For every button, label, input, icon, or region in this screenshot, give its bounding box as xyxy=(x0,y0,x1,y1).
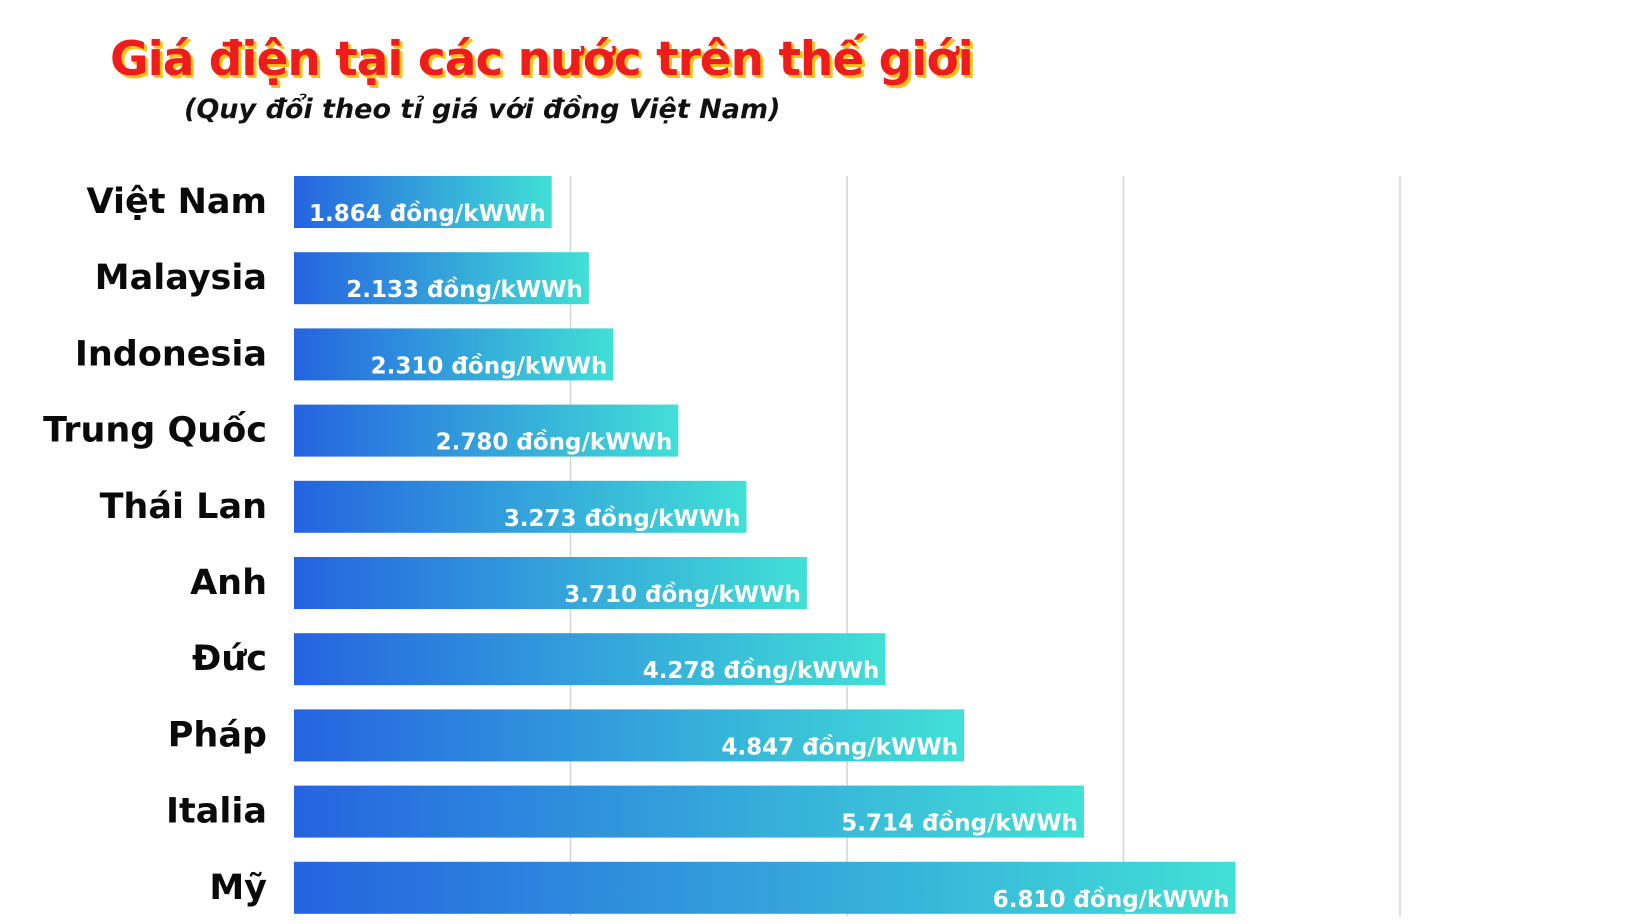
category-label-7: Pháp xyxy=(168,715,267,755)
bar-2 xyxy=(294,328,614,381)
category-label-8: Italia xyxy=(166,792,267,832)
data-label-7: 4.847 đồng/kWWh xyxy=(721,733,958,760)
category-label-5: Anh xyxy=(190,563,267,603)
data-label-2: 2.310 đồng/kWWh xyxy=(371,352,608,379)
data-label-3: 2.780 đồng/kWWh xyxy=(436,429,673,456)
category-labels: Việt Nam Malaysia Indonesia Trung Quốc Thái … xyxy=(43,182,267,908)
bar-9 xyxy=(294,861,1236,914)
category-label-1: Malaysia xyxy=(95,258,267,298)
bar-1 xyxy=(294,252,589,305)
bar-5 xyxy=(294,557,807,609)
data-label-4: 3.273 đồng/kWWh xyxy=(504,505,741,532)
data-label-8: 5.714 đồng/kWWh xyxy=(841,810,1078,837)
data-label-0: 1.864 đồng/kWWh xyxy=(309,200,546,227)
category-label-6: Đức xyxy=(192,639,267,679)
bars: 1.864 đồng/kWWh 2.133 đồng/kWWh 2.310 đồng… xyxy=(294,176,1236,914)
bar-8 xyxy=(294,785,1084,838)
chart-title: Giá điện tại các nước trên thế giới xyxy=(110,32,974,87)
category-label-2: Indonesia xyxy=(75,334,267,374)
chart-subtitle: (Quy đổi theo tỉ giá với đồng Việt Nam) xyxy=(184,94,781,125)
data-label-6: 4.278 đồng/kWWh xyxy=(643,657,880,684)
bar-4 xyxy=(294,480,747,533)
bar-3 xyxy=(294,404,679,457)
data-label-9: 6.810 đồng/kWWh xyxy=(993,886,1230,913)
category-label-3: Trung Quốc xyxy=(43,411,267,451)
bar-7 xyxy=(294,709,965,762)
category-label-4: Thái Lan xyxy=(100,487,267,527)
data-label-5: 3.710 đồng/kWWh xyxy=(564,581,801,608)
category-label-9: Mỹ xyxy=(209,868,267,908)
category-label-0: Việt Nam xyxy=(86,182,267,222)
bar-0 xyxy=(294,176,552,228)
bar-6 xyxy=(294,633,886,686)
data-label-1: 2.133 đồng/kWWh xyxy=(346,276,583,303)
